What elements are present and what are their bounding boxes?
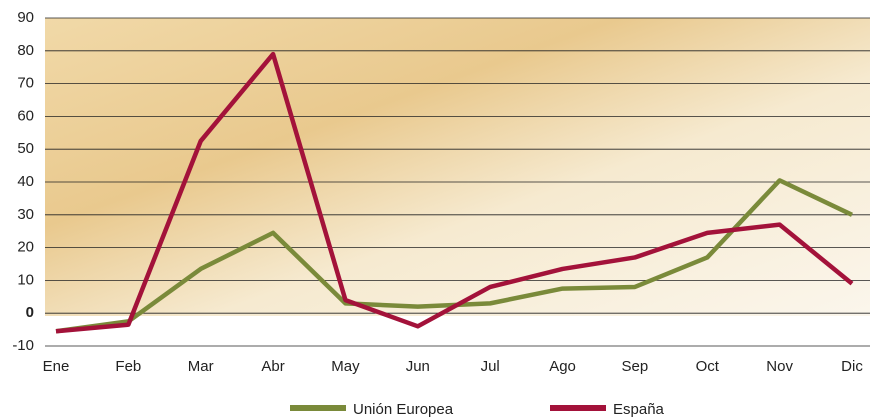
y-tick-label: -10 (12, 337, 34, 354)
y-tick-label: 30 (17, 206, 34, 223)
x-tick-label: Feb (115, 358, 141, 375)
x-tick-label: Dic (841, 358, 863, 375)
legend-label: Unión Europea (353, 401, 454, 417)
y-tick-label: 70 (17, 75, 34, 92)
x-tick-label: Ene (43, 358, 70, 375)
x-tick-label: Mar (188, 358, 214, 375)
y-tick-label: 60 (17, 107, 34, 124)
y-tick-label: 20 (17, 239, 34, 256)
x-tick-label: Nov (766, 358, 793, 375)
plot-background (45, 18, 870, 316)
y-tick-label: 40 (17, 173, 34, 190)
legend-label: España (613, 401, 665, 417)
x-tick-label: Jun (406, 358, 430, 375)
y-tick-label: 10 (17, 271, 34, 288)
y-tick-label: 90 (17, 9, 34, 26)
x-tick-label: Ago (549, 358, 576, 375)
x-tick-label: Oct (696, 358, 720, 375)
y-tick-label: 0 (26, 304, 34, 321)
chart: -10 0 10 20 30 40 50 60 70 80 90 Ene Feb Mar Abr May Jun… (0, 0, 870, 417)
x-tick-label: Abr (261, 358, 284, 375)
x-tick-label: Jul (481, 358, 500, 375)
x-tick-label: Sep (622, 358, 649, 375)
x-tick-label: May (331, 358, 360, 375)
y-tick-label: 50 (17, 140, 34, 157)
y-tick-label: 80 (17, 42, 34, 59)
